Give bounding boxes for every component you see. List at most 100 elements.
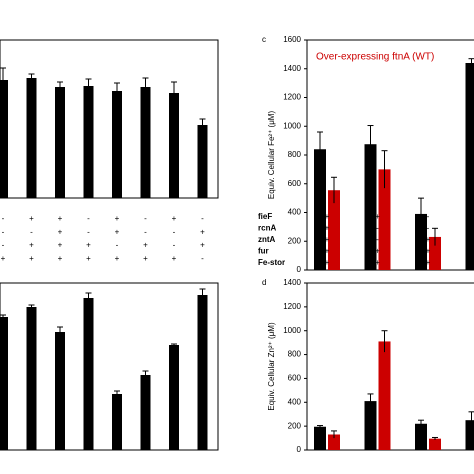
bar xyxy=(112,91,122,198)
genotype-mark: + xyxy=(375,247,380,256)
error-bar xyxy=(85,78,92,93)
genotype-mark: - xyxy=(144,214,147,223)
genotype-mark: + xyxy=(172,214,177,223)
genotype-mark: + xyxy=(375,258,380,267)
genotype-mark: - xyxy=(376,235,379,244)
error-bar xyxy=(114,390,120,397)
y-axis-label: Equiv. Cellular Zn²⁺ (μM) xyxy=(267,322,276,411)
error-bar xyxy=(331,176,337,204)
error-bar xyxy=(367,393,374,409)
y-tick-label: 600 xyxy=(288,374,302,383)
error-bar xyxy=(331,430,337,439)
genotype-mark: + xyxy=(325,212,330,221)
error-bar xyxy=(432,436,438,440)
y-tick-label: 1000 xyxy=(283,121,301,130)
error-bar xyxy=(171,81,177,104)
row-label: fieF xyxy=(258,212,272,221)
genotype-mark: - xyxy=(173,241,176,250)
bar xyxy=(0,80,8,198)
plot-frame xyxy=(0,282,219,451)
error-bar xyxy=(199,118,206,131)
bar xyxy=(197,295,208,450)
bar xyxy=(26,307,37,450)
genotype-mark: + xyxy=(325,235,330,244)
bar xyxy=(429,236,441,270)
genotype-mark: - xyxy=(173,227,176,236)
y-tick-label: 0 xyxy=(297,445,302,454)
error-bar xyxy=(57,326,63,337)
genotype-mark: - xyxy=(2,241,5,250)
bar xyxy=(112,394,122,450)
genotype-mark: - xyxy=(87,227,90,236)
error-bar xyxy=(171,343,177,346)
bar xyxy=(197,125,208,198)
bar xyxy=(328,190,340,270)
y-tick-label: 0 xyxy=(297,265,302,274)
y-tick-label: 600 xyxy=(288,179,302,188)
genotype-mark: - xyxy=(116,241,119,250)
genotype-mark: + xyxy=(115,214,120,223)
bar xyxy=(364,401,377,450)
genotype-mark: + xyxy=(29,214,34,223)
error-bar xyxy=(317,425,323,428)
y-tick-label: 200 xyxy=(288,236,302,245)
genotype-mark: - xyxy=(376,224,379,233)
genotype-mark: + xyxy=(29,254,34,263)
error-bar xyxy=(28,73,35,82)
panel-label: d xyxy=(262,278,266,287)
plot-frame xyxy=(0,39,219,199)
genotype-mark: - xyxy=(30,227,33,236)
genotype-mark: + xyxy=(143,254,148,263)
genotype-mark: + xyxy=(115,254,120,263)
genotype-mark: + xyxy=(200,241,205,250)
bar xyxy=(26,78,37,198)
genotype-mark: + xyxy=(325,224,330,233)
genotype-mark: + xyxy=(58,241,63,250)
bar xyxy=(83,86,94,198)
bar xyxy=(415,423,427,450)
bar xyxy=(415,213,427,270)
y-tick-label: 1000 xyxy=(283,326,301,335)
panel-title: Over-expressing ftnA (WT) xyxy=(316,52,434,63)
y-tick-label: 1600 xyxy=(283,35,301,44)
genotype-mark: + xyxy=(115,227,120,236)
plot-frame xyxy=(306,282,474,451)
bar xyxy=(169,93,179,198)
bar xyxy=(429,438,441,450)
bar xyxy=(140,87,151,198)
error-bar xyxy=(432,227,438,246)
row-label: rcnA xyxy=(258,224,276,233)
genotype-mark: + xyxy=(325,258,330,267)
bar xyxy=(314,149,326,270)
error-bar xyxy=(114,82,120,99)
genotype-mark: + xyxy=(86,241,91,250)
bar xyxy=(314,426,326,450)
row-label: Fe-stor xyxy=(258,258,285,267)
error-bar xyxy=(381,330,388,353)
bar xyxy=(55,332,65,450)
error-bar xyxy=(317,131,323,167)
error-bar xyxy=(57,81,63,92)
y-tick-label: 1400 xyxy=(283,278,301,287)
error-bar xyxy=(28,304,35,309)
row-label: fur xyxy=(258,247,269,256)
genotype-mark: + xyxy=(426,258,431,267)
genotype-mark: + xyxy=(375,212,380,221)
genotype-mark: - xyxy=(144,227,147,236)
bar xyxy=(378,169,391,270)
y-tick-label: 1200 xyxy=(283,93,301,102)
genotype-mark: + xyxy=(426,235,431,244)
y-tick-label: 1400 xyxy=(283,64,301,73)
bar xyxy=(140,375,151,450)
error-bar xyxy=(142,77,149,96)
error-bar xyxy=(0,314,6,319)
y-axis-label: Equiv. Cellular Fe²⁺ (μM) xyxy=(267,111,276,200)
row-label: zntA xyxy=(258,235,276,244)
genotype-mark: + xyxy=(86,254,91,263)
genotype-mark: - xyxy=(87,214,90,223)
genotype-mark: + xyxy=(58,214,63,223)
genotype-mark: + xyxy=(29,241,34,250)
genotype-mark: - xyxy=(201,254,204,263)
